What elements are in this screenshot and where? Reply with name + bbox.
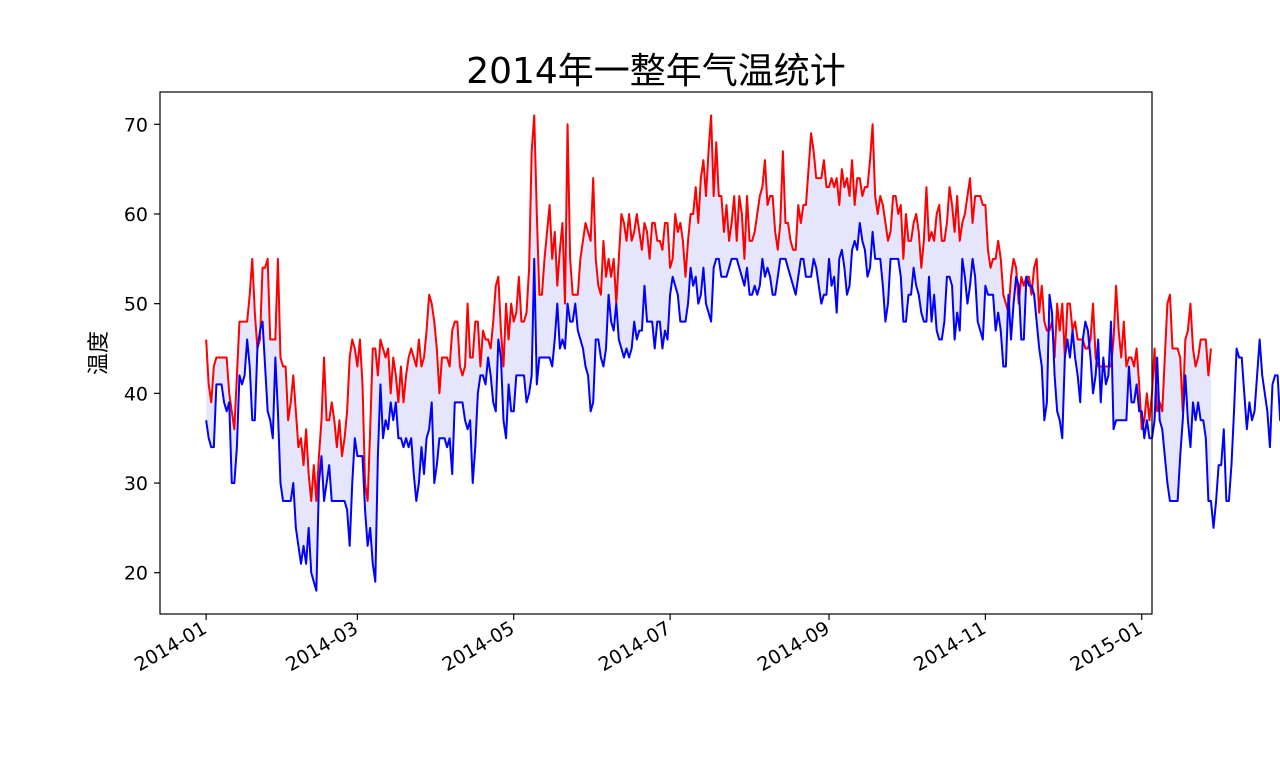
y-tick-label: 70: [124, 114, 148, 136]
plot-area: [160, 92, 1152, 614]
x-tick-label: 2014-03: [282, 617, 362, 676]
x-tick-label: 2014-01: [131, 617, 211, 676]
x-tick-label: 2014-07: [595, 617, 675, 676]
y-tick-label: 60: [124, 204, 148, 226]
x-tick-label: 2015-01: [1066, 617, 1146, 676]
x-tick-label: 2014-09: [754, 617, 834, 676]
x-tick-label: 2014-05: [438, 617, 518, 676]
y-tick-label: 30: [124, 473, 148, 495]
y-tick-label: 20: [124, 563, 148, 585]
series-line-high: [205, 114, 1212, 502]
y-tick-label: 40: [124, 383, 148, 405]
series-line-low: [205, 221, 1280, 592]
plot-frame: [159, 91, 1153, 615]
x-tick-label: 2014-11: [910, 617, 990, 676]
y-tick-label: 50: [124, 294, 148, 316]
chart-title: 2014年一整年气温统计: [466, 51, 846, 92]
y-axis-label: 温度: [87, 331, 112, 375]
